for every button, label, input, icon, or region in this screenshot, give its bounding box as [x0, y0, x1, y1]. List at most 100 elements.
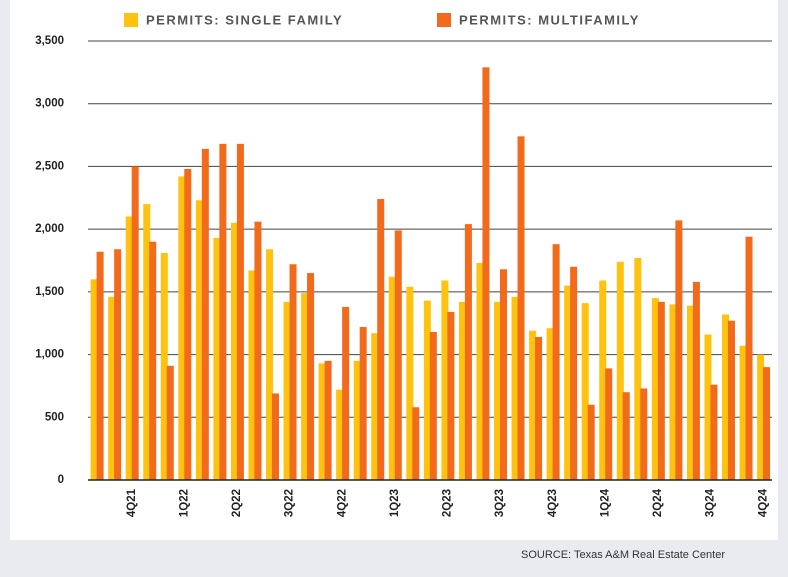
- bar: [757, 354, 765, 480]
- legend-label: PERMITS: SINGLE FAMILY: [146, 12, 343, 27]
- bar: [412, 407, 420, 480]
- x-tick-label: 2Q24: [652, 488, 664, 517]
- bar: [230, 222, 238, 480]
- legend-label: PERMITS: MULTIFAMILY: [459, 12, 640, 27]
- x-tick-label: 4Q22: [336, 489, 348, 517]
- bar: [651, 298, 659, 480]
- bar: [739, 345, 747, 480]
- x-tick-label: 3Q24: [705, 488, 717, 517]
- bar: [353, 360, 361, 480]
- bar: [499, 269, 507, 480]
- bar: [219, 143, 227, 480]
- bar: [423, 300, 431, 480]
- bar: [271, 393, 279, 480]
- y-tick-label: 2,500: [35, 160, 64, 172]
- bar: [236, 143, 244, 480]
- y-tick-label: 1,000: [35, 349, 64, 361]
- bar: [535, 337, 543, 480]
- bar: [388, 276, 396, 480]
- bar: [131, 166, 139, 480]
- bar: [441, 280, 449, 480]
- bar: [248, 270, 256, 480]
- y-tick-label: 3,000: [35, 98, 64, 110]
- bar: [406, 286, 414, 480]
- bar: [710, 384, 718, 480]
- bar: [289, 264, 297, 480]
- bar: [201, 148, 209, 480]
- bar: [616, 261, 624, 480]
- bar: [564, 285, 572, 480]
- bar: [429, 331, 437, 480]
- bar: [160, 252, 168, 480]
- bar: [657, 301, 665, 480]
- bar: [301, 293, 309, 480]
- bar: [318, 363, 326, 480]
- bar: [482, 67, 490, 480]
- x-tick-label: 3Q22: [284, 489, 296, 517]
- bar: [166, 365, 174, 480]
- bar: [745, 236, 753, 480]
- bar: [213, 237, 221, 480]
- source: SOURCE: Texas A&M Real Estate Center: [521, 549, 725, 561]
- y-tick-label: 2,000: [35, 223, 64, 235]
- x-tick-label: 4Q21: [126, 488, 138, 517]
- legend-swatch: [437, 13, 451, 27]
- bar: [570, 266, 578, 480]
- bar: [149, 241, 157, 480]
- bar: [640, 388, 648, 480]
- bar: [377, 199, 385, 481]
- bar: [511, 296, 519, 480]
- bar: [254, 221, 262, 481]
- x-tick-label: 1Q22: [178, 489, 190, 517]
- bar: [581, 303, 589, 480]
- x-tick-label: 1Q24: [599, 488, 611, 517]
- bar: [458, 301, 466, 480]
- bar: [342, 306, 350, 480]
- bar: [634, 257, 642, 480]
- bar: [114, 249, 122, 480]
- bar: [546, 328, 554, 480]
- bar: [605, 368, 613, 480]
- bar: [476, 263, 484, 480]
- bar: [675, 220, 683, 480]
- bar: [178, 176, 186, 480]
- bar: [704, 334, 712, 480]
- x-tick-label: 4Q24: [757, 488, 769, 517]
- bar: [529, 330, 537, 480]
- y-tick-label: 0: [58, 474, 64, 486]
- bar: [552, 244, 560, 480]
- bar: [722, 314, 730, 480]
- bar: [336, 389, 344, 480]
- x-tick-label: 3Q23: [494, 489, 506, 517]
- bar: [622, 392, 630, 480]
- bar: [195, 200, 203, 480]
- x-tick-label: 1Q23: [389, 489, 401, 517]
- bar: [184, 168, 192, 481]
- bar: [517, 136, 525, 480]
- bar: [394, 230, 402, 480]
- bar: [283, 301, 291, 480]
- bar: [692, 281, 700, 480]
- bar: [143, 204, 151, 481]
- bar: [266, 249, 274, 480]
- bar: [90, 279, 98, 480]
- bar: [324, 360, 332, 480]
- x-tick-label: 2Q23: [442, 489, 454, 517]
- bar: [307, 273, 315, 480]
- bar: [763, 367, 771, 480]
- bar: [96, 251, 104, 480]
- y-tick-label: 3,500: [35, 35, 64, 47]
- x-tick-label: 2Q22: [231, 489, 243, 517]
- bar: [727, 320, 735, 480]
- bar: [108, 296, 116, 480]
- bar: [125, 216, 133, 480]
- bar: [359, 326, 367, 480]
- bar: [447, 311, 455, 480]
- bar: [587, 404, 595, 480]
- bar: [599, 280, 607, 480]
- x-tick-label: 4Q23: [547, 489, 559, 517]
- bar: [669, 304, 677, 480]
- legend-swatch: [124, 13, 138, 27]
- y-tick-label: 1,500: [35, 286, 64, 298]
